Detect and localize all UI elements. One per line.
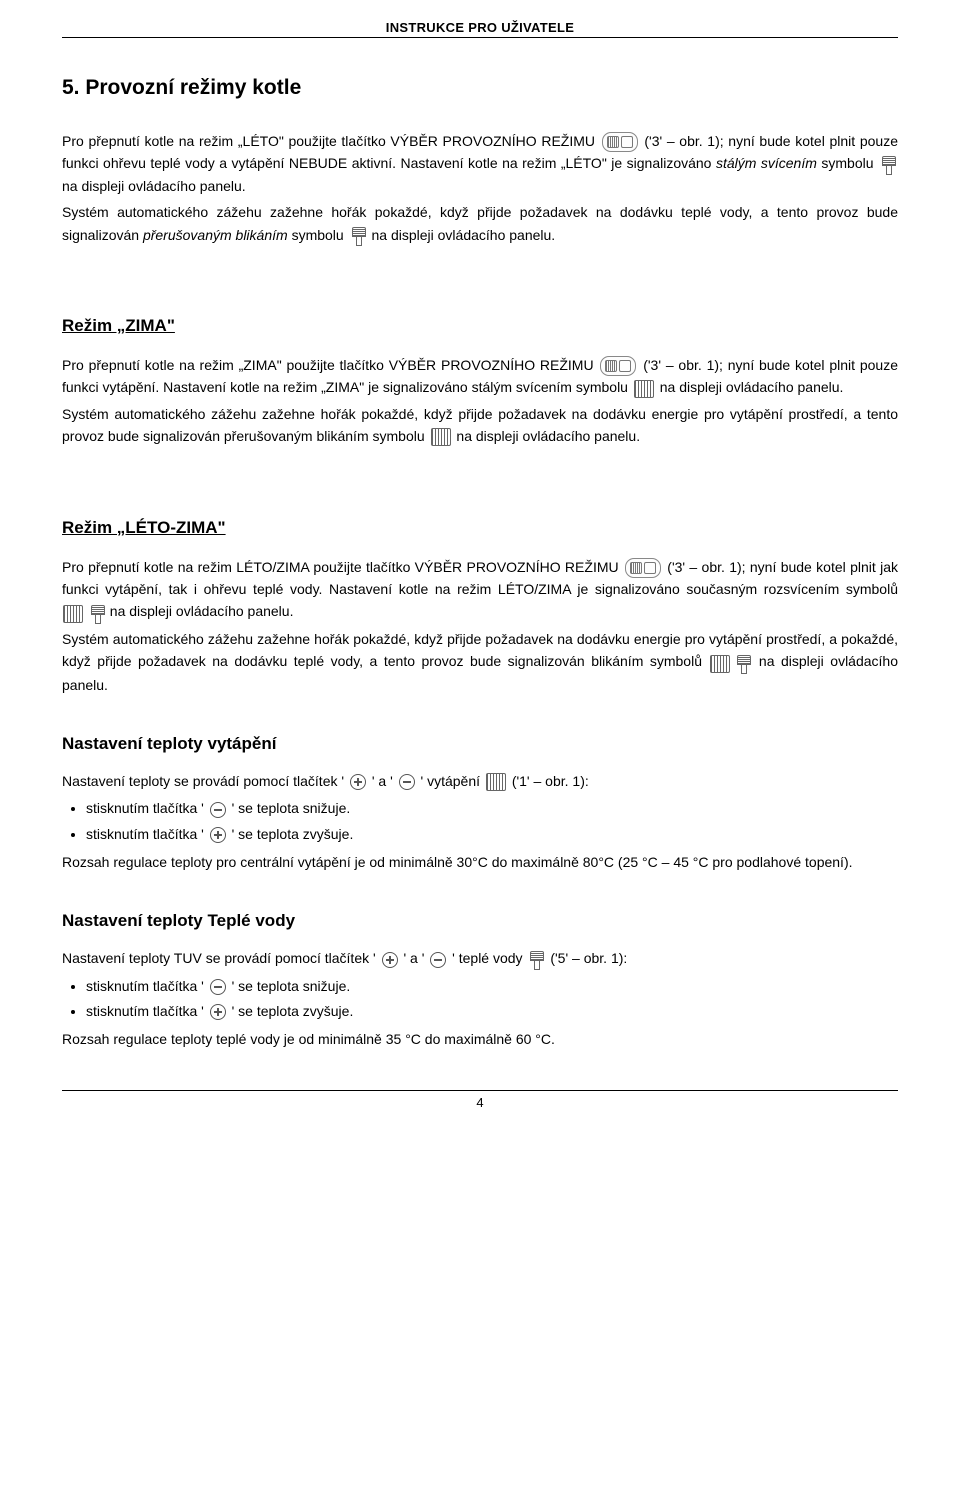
plus-icon bbox=[210, 827, 226, 843]
water-list: stisknutím tlačítka ' ' se teplota snižu… bbox=[62, 974, 898, 1024]
text: stisknutím tlačítka ' bbox=[86, 826, 208, 842]
text: ' se teplota zvyšuje. bbox=[232, 1003, 354, 1019]
minus-icon bbox=[399, 774, 415, 790]
minus-icon bbox=[210, 802, 226, 818]
text: stisknutím tlačítka ' bbox=[86, 978, 208, 994]
zima-paragraph-2: Systém automatického zážehu zažehne hořá… bbox=[62, 403, 898, 448]
tap-icon bbox=[350, 227, 366, 245]
text: na displeji ovládacího panelu. bbox=[456, 428, 640, 444]
text-italic: stálým svícením bbox=[716, 155, 817, 171]
list-item: stisknutím tlačítka ' ' se teplota snižu… bbox=[86, 974, 898, 999]
text: stisknutím tlačítka ' bbox=[86, 800, 208, 816]
radiator-icon bbox=[486, 773, 506, 791]
heat-paragraph-2: Rozsah regulace teploty pro centrální vy… bbox=[62, 851, 898, 873]
section-title: 5. Provozní režimy kotle bbox=[62, 76, 898, 100]
water-paragraph-1: Nastavení teploty TUV se provádí pomocí … bbox=[62, 947, 898, 969]
text: na displeji ovládacího panelu. bbox=[110, 603, 294, 619]
letozima-paragraph-2: Systém automatického zážehu zažehne hořá… bbox=[62, 628, 898, 696]
text: ('5' – obr. 1): bbox=[550, 950, 627, 966]
text: symbolu bbox=[292, 227, 348, 243]
tap-icon bbox=[880, 156, 896, 174]
leto-paragraph-1: Pro přepnutí kotle na režim „LÉTO" použi… bbox=[62, 130, 898, 197]
minus-icon bbox=[430, 952, 446, 968]
radiator-icon bbox=[431, 428, 451, 446]
mode-button-icon bbox=[602, 132, 638, 152]
text: ' se teplota zvyšuje. bbox=[232, 826, 354, 842]
water-title: Nastavení teploty Teplé vody bbox=[62, 911, 898, 931]
text: ' vytápění bbox=[421, 773, 484, 789]
text: ' a ' bbox=[403, 950, 428, 966]
text: ' se teplota snižuje. bbox=[232, 978, 351, 994]
radiator-icon bbox=[634, 380, 654, 398]
page-number: 4 bbox=[62, 1090, 898, 1110]
both-icons bbox=[62, 601, 106, 623]
leto-paragraph-2: Systém automatického zážehu zažehne hořá… bbox=[62, 201, 898, 246]
text: ('1' – obr. 1): bbox=[512, 773, 589, 789]
radiator-icon bbox=[710, 655, 730, 673]
plus-icon bbox=[382, 952, 398, 968]
letozima-title: Režim „LÉTO-ZIMA" bbox=[62, 518, 898, 538]
text: Pro přepnutí kotle na režim „LÉTO" použi… bbox=[62, 133, 600, 149]
text: ' teplé vody bbox=[452, 950, 526, 966]
zima-paragraph-1: Pro přepnutí kotle na režim „ZIMA" použi… bbox=[62, 354, 898, 399]
tap-icon bbox=[735, 655, 751, 673]
text: symbolu bbox=[821, 155, 878, 171]
plus-icon bbox=[350, 774, 366, 790]
both-icons bbox=[709, 651, 753, 673]
text: ' a ' bbox=[372, 773, 397, 789]
text: na displeji ovládacího panelu. bbox=[62, 178, 246, 194]
zima-title: Režim „ZIMA" bbox=[62, 316, 898, 336]
radiator-icon bbox=[63, 605, 83, 623]
text: na displeji ovládacího panelu. bbox=[371, 227, 555, 243]
tap-icon bbox=[89, 605, 105, 623]
mode-button-icon bbox=[600, 356, 636, 376]
text: Nastavení teploty se provádí pomocí tlač… bbox=[62, 773, 348, 789]
heat-list: stisknutím tlačítka ' ' se teplota snižu… bbox=[62, 796, 898, 846]
plus-icon bbox=[210, 1004, 226, 1020]
list-item: stisknutím tlačítka ' ' se teplota snižu… bbox=[86, 796, 898, 821]
water-paragraph-2: Rozsah regulace teploty teplé vody je od… bbox=[62, 1028, 898, 1050]
list-item: stisknutím tlačítka ' ' se teplota zvyšu… bbox=[86, 999, 898, 1024]
text: ' se teplota snižuje. bbox=[232, 800, 351, 816]
text: Pro přepnutí kotle na režim „ZIMA" použi… bbox=[62, 357, 598, 373]
list-item: stisknutím tlačítka ' ' se teplota zvyšu… bbox=[86, 822, 898, 847]
text-italic: přerušovaným blikáním bbox=[143, 227, 288, 243]
text: stisknutím tlačítka ' bbox=[86, 1003, 208, 1019]
text: na displeji ovládacího panelu. bbox=[660, 379, 844, 395]
text: Pro přepnutí kotle na režim LÉTO/ZIMA po… bbox=[62, 559, 623, 575]
heat-paragraph-1: Nastavení teploty se provádí pomocí tlač… bbox=[62, 770, 898, 792]
heat-title: Nastavení teploty vytápění bbox=[62, 734, 898, 754]
text: Nastavení teploty TUV se provádí pomocí … bbox=[62, 950, 380, 966]
page-header: INSTRUKCE PRO UŽIVATELE bbox=[62, 20, 898, 38]
minus-icon bbox=[210, 979, 226, 995]
tap-icon bbox=[528, 951, 544, 969]
letozima-paragraph-1: Pro přepnutí kotle na režim LÉTO/ZIMA po… bbox=[62, 556, 898, 624]
mode-button-icon bbox=[625, 558, 661, 578]
